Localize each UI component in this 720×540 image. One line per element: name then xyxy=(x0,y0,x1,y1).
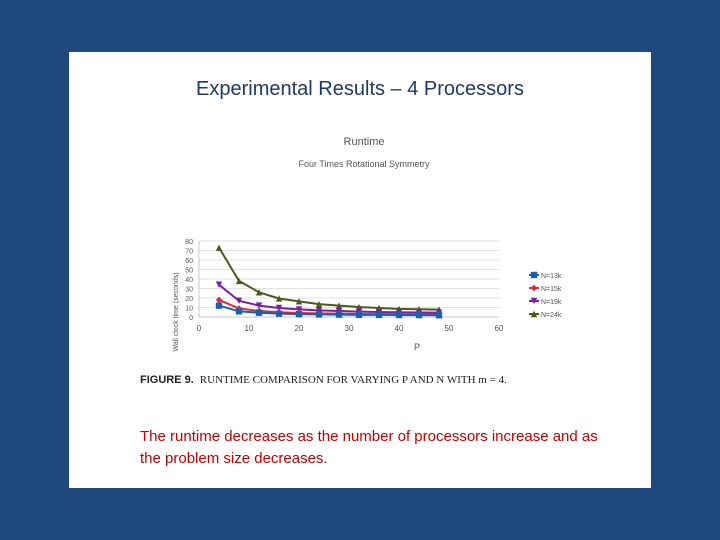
data-point-n-19k xyxy=(255,302,263,309)
legend-label-n-24k: N=24k xyxy=(541,312,562,319)
data-point-n-24k xyxy=(275,295,283,302)
data-point-n-13k xyxy=(255,309,263,316)
y-axis-label: Wall clock time (seconds) xyxy=(173,272,180,351)
y-tick-label: 0 xyxy=(189,315,193,322)
y-tick-label: 70 xyxy=(185,249,193,256)
slide-note: The runtime decreases as the number of p… xyxy=(140,428,598,467)
data-point-n-13k xyxy=(235,308,243,315)
figure-caption-text: RUNTIME COMPARISON FOR VARYING P AND N W… xyxy=(199,374,507,386)
data-point-n-13k xyxy=(335,311,343,318)
data-point-n-24k xyxy=(295,298,303,305)
chart-title: Runtime xyxy=(344,136,385,148)
legend-marker-n-15k xyxy=(530,284,538,292)
x-axis-label: P xyxy=(414,342,420,352)
data-point-n-13k xyxy=(415,311,423,319)
data-point-n-13k xyxy=(355,311,363,319)
data-point-n-24k xyxy=(215,244,223,251)
grid-layer xyxy=(198,240,499,318)
data-point-n-13k xyxy=(375,311,383,319)
series-n-13k xyxy=(215,302,443,319)
legend-item-n-13k: N=13k xyxy=(529,271,562,280)
slide-title: Experimental Results – 4 Processors xyxy=(196,78,524,100)
x-tick-label: 60 xyxy=(495,324,504,333)
y-tick-label: 40 xyxy=(185,277,193,284)
tick-layer: 0 10 20 30 40 50 60 70 80 0 10 20 30 40 50 60 xyxy=(185,239,504,333)
y-tick-label: 60 xyxy=(185,258,193,265)
series-line-n-13k xyxy=(218,304,440,317)
legend-label-n-13k: N=13k xyxy=(541,273,562,280)
data-point-n-13k xyxy=(395,311,403,319)
runtime-chart: Runtime Four Times Rotational Symmetry 0… xyxy=(173,136,562,352)
y-tick-label: 80 xyxy=(185,239,193,246)
figure-label: FIGURE 9. xyxy=(140,374,194,386)
data-point-n-19k xyxy=(295,306,303,313)
data-point-n-19k xyxy=(235,297,243,305)
legend-marker-n-24k xyxy=(530,310,538,318)
figure-caption: FIGURE 9. RUNTIME COMPARISON FOR VARYING … xyxy=(140,374,507,386)
series-line-n-24k xyxy=(218,247,440,311)
y-tick-label: 20 xyxy=(185,296,193,303)
data-point-n-24k xyxy=(315,300,323,308)
data-point-n-24k xyxy=(235,277,243,285)
chart-subtitle: Four Times Rotational Symmetry xyxy=(298,159,430,169)
data-point-n-13k xyxy=(295,310,303,318)
legend-marker-n-13k xyxy=(530,271,538,279)
data-point-n-24k xyxy=(255,289,263,296)
data-point-n-24k xyxy=(335,302,343,309)
data-point-n-19k xyxy=(275,304,283,312)
x-tick-label: 10 xyxy=(245,324,254,333)
legend: N=13k N=15k N=19k N=24k xyxy=(529,271,562,319)
legend-item-n-24k: N=24k xyxy=(529,310,562,319)
data-point-n-13k xyxy=(275,310,283,317)
slide: Experimental Results – 4 Processors Runt… xyxy=(69,52,651,488)
x-tick-label: 30 xyxy=(345,324,354,333)
y-tick-label: 30 xyxy=(185,287,193,294)
x-tick-label: 0 xyxy=(197,324,202,333)
series-layer xyxy=(215,244,443,319)
x-tick-label: 20 xyxy=(295,324,304,333)
series-line-n-19k xyxy=(218,283,440,314)
data-point-n-13k xyxy=(315,311,323,318)
legend-label-n-19k: N=19k xyxy=(541,299,562,306)
y-tick-label: 10 xyxy=(185,306,193,313)
legend-label-n-15k: N=15k xyxy=(541,286,562,293)
data-point-n-19k xyxy=(215,281,223,288)
x-tick-label: 40 xyxy=(395,324,404,333)
legend-marker-n-19k xyxy=(530,297,538,305)
legend-item-n-15k: N=15k xyxy=(529,284,562,293)
legend-item-n-19k: N=19k xyxy=(529,297,562,306)
data-point-n-13k xyxy=(215,302,223,309)
y-tick-label: 50 xyxy=(185,268,193,275)
data-point-n-13k xyxy=(435,312,443,319)
x-tick-label: 50 xyxy=(445,324,454,333)
